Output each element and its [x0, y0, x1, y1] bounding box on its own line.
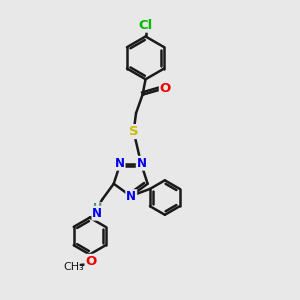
Text: H: H — [93, 203, 102, 213]
Text: N: N — [137, 157, 147, 170]
Text: O: O — [85, 255, 97, 268]
Text: N: N — [115, 157, 124, 170]
Text: O: O — [160, 82, 171, 95]
Text: CH₃: CH₃ — [64, 262, 85, 272]
Text: S: S — [129, 125, 139, 138]
Text: Cl: Cl — [138, 19, 153, 32]
Text: N: N — [126, 190, 136, 203]
Text: N: N — [92, 207, 102, 220]
